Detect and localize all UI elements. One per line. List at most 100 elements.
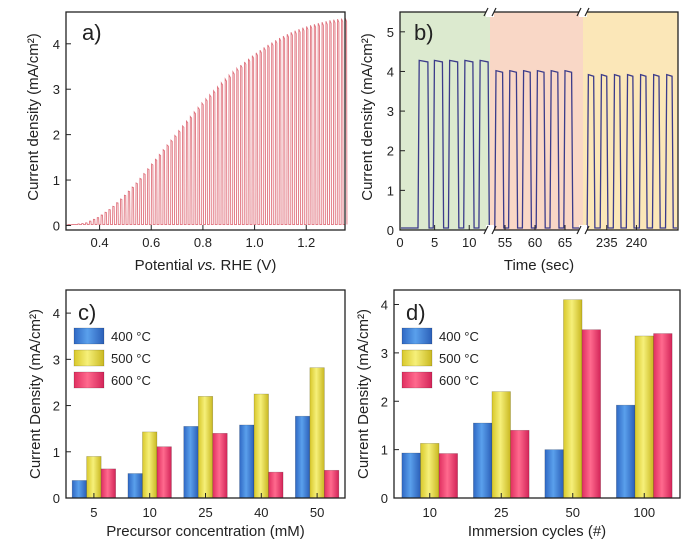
plot-frame [65,289,346,499]
x-tick-label: 1.2 [297,235,315,250]
x-tick-label: 50 [310,505,324,520]
panel-label: b) [414,20,434,45]
bar-500c-5 [86,456,102,499]
y-tick-label: 4 [381,298,388,313]
bar-400c-40 [239,424,255,499]
bar-600c-50 [581,329,601,499]
plot-frame [393,289,681,499]
panel-label: c) [78,300,96,325]
y-axis-label: Current Density (mA/cm²) [27,309,44,479]
axis-break-mark [584,225,590,235]
x-tick-label: 0.6 [142,235,160,250]
legend-swatch [73,349,105,367]
axis-break-mark [584,7,590,17]
y-tick-label: 1 [53,445,60,460]
series-line-transient [401,59,490,229]
axis-break-mark [483,7,489,17]
legend-label: 500 °C [111,351,151,366]
plot-frame-a [65,11,346,231]
axis-break-gap [579,225,587,235]
x-axis-label: Immersion cycles (#) [468,523,606,540]
axis-break-gap [486,7,494,17]
x-axis-label-part: Potential [135,257,198,274]
y-axis-label: Current density (mA/cm²) [359,33,376,201]
y-tick-label: 3 [53,352,60,367]
x-tick-label: 5 [431,235,438,250]
legend-label: 400 °C [111,329,151,344]
bar-400c-50 [544,449,564,499]
x-tick-label: 240 [626,235,648,250]
bar-600c-10 [156,446,172,499]
y-tick-label: 2 [53,128,60,143]
x-axis-label-part: RHE (V) [216,257,276,274]
series-line-chopped-lsv [65,18,348,226]
y-tick-label: 2 [53,399,60,414]
legend-label: 600 °C [111,373,151,388]
y-tick-label: 0 [381,491,388,506]
bar-500c-40 [253,393,269,499]
x-tick-label: 10 [462,235,476,250]
y-tick-label: 0 [53,491,60,506]
bar-400c-25 [183,426,199,499]
bar-500c-50 [563,299,583,499]
series-line-transient [584,73,677,229]
panel-a: 0.4 0.6 0.8 1.0 1.2 0 1 2 3 4 a) Potential vs. RHE … [25,11,348,274]
bar-500c-50 [309,367,325,499]
bar-400c-25 [473,422,493,499]
x-tick-label: 25 [198,505,212,520]
legend-swatch [73,371,105,389]
y-tick-label: 1 [387,183,394,198]
y-tick-label: 4 [53,306,60,321]
bar-600c-40 [268,471,284,499]
y-tick-label: 1 [53,173,60,188]
bar-600c-100 [653,333,673,499]
x-tick-label: 1.0 [246,235,264,250]
panel-label: a) [82,20,102,45]
bar-500c-25 [197,396,214,499]
y-tick-label: 2 [387,144,394,159]
x-tick-label: 0.4 [91,235,109,250]
legend-label: 600 °C [439,373,479,388]
panel-c: 5 10 25 40 50 0 1 2 3 4 c) 400 °C 500 °C 600 °C Precur… [27,289,346,540]
y-tick-label: 3 [381,346,388,361]
x-tick-label: 65 [558,235,572,250]
bar-400c-10 [127,473,143,499]
x-tick-label: 235 [596,235,618,250]
segment-background [400,12,490,230]
bar-500c-10 [420,443,440,499]
legend-swatch [73,327,105,345]
axis-break-mark [491,225,497,235]
x-tick-label: 50 [566,505,580,520]
panel-label: d) [406,300,426,325]
y-tick-label: 5 [387,25,394,40]
y-tick-label: 3 [387,104,394,119]
axis-break-mark [576,225,582,235]
y-tick-label: 4 [53,37,60,52]
bar-600c-50 [324,469,340,499]
x-tick-label: 10 [142,505,156,520]
legend-swatch [401,349,433,367]
y-tick-label: 2 [381,394,388,409]
legend-label: 400 °C [439,329,479,344]
x-tick-label: 40 [254,505,268,520]
x-tick-label: 10 [423,505,437,520]
x-tick-label: 100 [633,505,655,520]
bar-500c-10 [142,431,158,499]
y-tick-label: 1 [381,443,388,458]
x-tick-label: 5 [90,505,97,520]
plot-frame-b [399,11,679,231]
y-tick-label: 4 [387,64,394,79]
bar-500c-25 [491,391,511,499]
bar-600c-25 [510,429,530,499]
bar-400c-5 [71,480,87,499]
axis-break-mark [491,7,497,17]
bar-400c-10 [401,452,421,499]
bar-600c-25 [212,432,228,499]
bar-400c-50 [295,415,311,499]
bar-500c-100 [634,335,654,499]
y-tick-label: 0 [53,218,60,233]
segment-background [583,12,678,230]
axis-break-gap [486,225,494,235]
x-axis-label: Potential vs. RHE (V) [135,257,277,274]
